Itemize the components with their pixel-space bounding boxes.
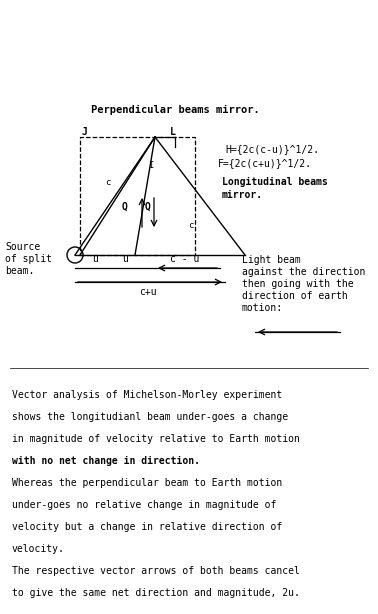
- Text: L: L: [170, 127, 176, 137]
- Text: shows the longitudianl beam under-goes a change: shows the longitudianl beam under-goes a…: [12, 412, 288, 422]
- Text: I: I: [148, 161, 153, 170]
- Text: Q: Q: [145, 202, 151, 212]
- Text: Light beam: Light beam: [242, 255, 301, 265]
- Text: then going with the: then going with the: [242, 279, 354, 289]
- Text: c+u: c+u: [139, 287, 157, 297]
- Text: against the direction: against the direction: [242, 267, 366, 277]
- Text: F={2c(c+u)}^1/2.: F={2c(c+u)}^1/2.: [218, 158, 312, 168]
- Text: Longitudinal beams: Longitudinal beams: [222, 177, 328, 187]
- Text: H={2c(c-u)}^1/2.: H={2c(c-u)}^1/2.: [225, 144, 319, 154]
- Text: c - u: c - u: [170, 254, 200, 264]
- Text: J: J: [82, 127, 88, 137]
- Text: mirror.: mirror.: [222, 190, 263, 200]
- Text: under-goes no relative change in magnitude of: under-goes no relative change in magnitu…: [12, 500, 276, 510]
- Text: The respective vector arrows of both beams cancel: The respective vector arrows of both bea…: [12, 566, 300, 576]
- Text: Whereas the perpendicular beam to Earth motion: Whereas the perpendicular beam to Earth …: [12, 478, 282, 488]
- Text: Perpendicular beams mirror.: Perpendicular beams mirror.: [91, 105, 259, 115]
- Text: motion:: motion:: [242, 303, 283, 313]
- Text: beam.: beam.: [5, 266, 34, 276]
- Text: velocity.: velocity.: [12, 544, 65, 554]
- Text: to give the same net direction and magnitude, 2u.: to give the same net direction and magni…: [12, 588, 300, 598]
- Text: with no net change in direction.: with no net change in direction.: [12, 456, 200, 466]
- Text: u: u: [122, 254, 128, 264]
- Text: velocity but a change in relative direction of: velocity but a change in relative direct…: [12, 522, 282, 532]
- Text: direction of earth: direction of earth: [242, 291, 348, 301]
- Text: c: c: [105, 178, 110, 187]
- Text: c: c: [188, 221, 194, 230]
- Text: Q: Q: [122, 202, 128, 212]
- Text: in magnitude of velocity relative to Earth motion: in magnitude of velocity relative to Ear…: [12, 434, 300, 444]
- Text: Vector analysis of Michelson-Morley experiment: Vector analysis of Michelson-Morley expe…: [12, 390, 282, 400]
- Text: Source: Source: [5, 242, 40, 252]
- Text: of split: of split: [5, 254, 52, 264]
- Text: u: u: [92, 254, 98, 264]
